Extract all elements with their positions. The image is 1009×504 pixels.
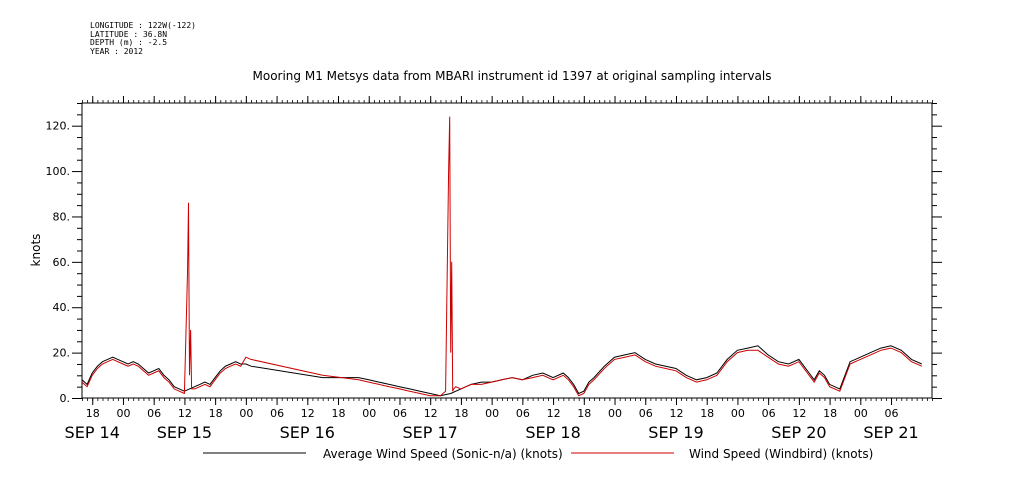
- year-text: YEAR : 2012: [90, 46, 143, 56]
- y-tick-label: 100.: [46, 165, 71, 178]
- x-day-label: SEP 20: [771, 423, 826, 442]
- x-tick-label: 18: [454, 407, 468, 420]
- series-line-1: [81, 345, 923, 397]
- x-day-label: SEP 21: [863, 423, 918, 442]
- y-axis-label: knots: [29, 234, 43, 267]
- x-tick-label: 00: [485, 407, 499, 420]
- x-tick-label: 06: [516, 407, 530, 420]
- x-day-label: SEP 17: [403, 423, 458, 442]
- x-tick-label: 18: [577, 407, 591, 420]
- x-day-label: SEP 15: [157, 423, 212, 442]
- x-tick-label: 12: [547, 407, 561, 420]
- y-tick-label: 60.: [53, 256, 71, 269]
- x-tick-label: 00: [608, 407, 622, 420]
- longitude-text: LONGITUDE : 122W(-122): [90, 21, 196, 30]
- x-tick-label: 06: [393, 407, 407, 420]
- x-tick-label: 06: [639, 407, 653, 420]
- y-tick-label: 80.: [53, 210, 71, 223]
- series-line-2: [81, 116, 923, 397]
- x-tick-label: 12: [669, 407, 683, 420]
- x-tick-label: 00: [731, 407, 745, 420]
- x-tick-label: 00: [116, 407, 130, 420]
- x-tick-label: 12: [792, 407, 806, 420]
- latitude-text: LATITUDE : 36.8N: [90, 29, 168, 39]
- plot-frame: [81, 102, 933, 399]
- x-day-label: SEP 14: [65, 423, 120, 442]
- x-tick-label: 12: [424, 407, 438, 420]
- legend: Average Wind Speed (Sonic-n/a) (knots) Wi…: [203, 447, 873, 461]
- x-tick-label: 06: [147, 407, 161, 420]
- x-tick-label: 00: [239, 407, 253, 420]
- x-tick-label: 06: [270, 407, 284, 420]
- x-tick-label: 06: [762, 407, 776, 420]
- chart-title: Mooring M1 Metsys data from MBARI instru…: [253, 69, 772, 83]
- x-tick-label: 18: [86, 407, 100, 420]
- depth-text: DEPTH (m) : -2.5: [90, 38, 168, 47]
- legend-label-1: Average Wind Speed (Sonic-n/a) (knots): [323, 447, 563, 461]
- axes: 18 00 06 12 18 00 06 12 18 00 06 12 18 00 06 12 18 00 06 12…: [46, 96, 942, 442]
- x-tick-label: 18: [332, 407, 346, 420]
- y-tick-label: 20.: [53, 347, 71, 360]
- x-tick-label: 12: [301, 407, 315, 420]
- x-tick-label: 18: [209, 407, 223, 420]
- x-tick-label: 00: [362, 407, 376, 420]
- x-day-label: SEP 16: [280, 423, 335, 442]
- x-day-label: SEP 18: [525, 423, 580, 442]
- y-tick-label: 120.: [46, 120, 71, 133]
- x-day-label: SEP 19: [648, 423, 703, 442]
- x-tick-label: 18: [700, 407, 714, 420]
- y-tick-label: 0.: [60, 392, 71, 405]
- x-tick-label: 06: [885, 407, 899, 420]
- metadata-block: LONGITUDE : 122W(-122) LATITUDE : 36.8N …: [90, 21, 196, 56]
- x-tick-label: 00: [854, 407, 868, 420]
- legend-label-2: Wind Speed (Windbird) (knots): [689, 447, 873, 461]
- plot-area: [81, 116, 923, 397]
- x-tick-label: 12: [178, 407, 192, 420]
- y-tick-label: 40.: [53, 301, 71, 314]
- x-tick-label: 18: [823, 407, 837, 420]
